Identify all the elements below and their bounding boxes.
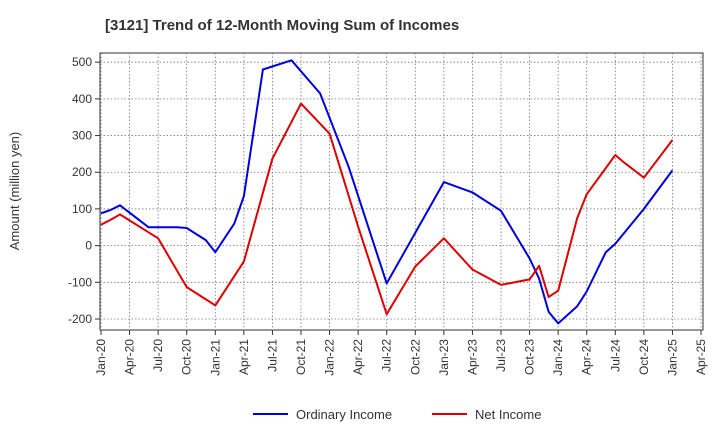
x-tick-label: Apr-24 bbox=[580, 339, 594, 375]
x-tick-label: Jul-23 bbox=[494, 339, 508, 372]
series-line-ordinary-income bbox=[100, 59, 674, 325]
x-tick-label: Jan-20 bbox=[94, 339, 108, 376]
x-tick-label: Apr-23 bbox=[465, 339, 479, 375]
x-tick-label: Oct-23 bbox=[523, 339, 537, 375]
x-tick-label: Jan-24 bbox=[551, 339, 565, 376]
x-tick-label: Apr-21 bbox=[237, 339, 251, 375]
y-tick-label: 0 bbox=[85, 239, 92, 253]
x-tick-label: Jul-22 bbox=[380, 339, 394, 372]
x-tick-label: Oct-21 bbox=[294, 339, 308, 375]
legend-label-net-income: Net Income bbox=[475, 407, 541, 422]
x-tick-label: Apr-25 bbox=[694, 339, 708, 375]
series-line-net-income bbox=[100, 102, 674, 316]
y-tick-label: 300 bbox=[72, 129, 92, 143]
legend: Ordinary Income Net Income bbox=[253, 407, 541, 422]
legend-label-ordinary-income: Ordinary Income bbox=[296, 407, 392, 422]
x-tick-label: Oct-20 bbox=[180, 339, 194, 375]
x-tick-label: Jan-22 bbox=[323, 339, 337, 376]
x-tick-label: Jul-24 bbox=[608, 339, 622, 372]
y-tick-label: 500 bbox=[72, 55, 92, 69]
y-tick-label: 200 bbox=[72, 165, 92, 179]
y-tick-label: 400 bbox=[72, 92, 92, 106]
y-tick-label: -100 bbox=[68, 275, 92, 289]
y-tick-label: 100 bbox=[72, 202, 92, 216]
x-tick-label: Oct-22 bbox=[408, 339, 422, 375]
x-tick-label: Jan-25 bbox=[665, 339, 679, 376]
y-axis-label: Amount (million yen) bbox=[7, 132, 22, 251]
x-tick-label: Jul-20 bbox=[151, 339, 165, 372]
chart-title: [3121] Trend of 12-Month Moving Sum of I… bbox=[105, 17, 459, 34]
x-tick-label: Apr-22 bbox=[351, 339, 365, 375]
x-tick-label: Oct-24 bbox=[637, 339, 651, 375]
x-tick-label: Jul-21 bbox=[265, 339, 279, 372]
x-tick-label: Apr-20 bbox=[123, 339, 137, 375]
y-tick-label: -200 bbox=[68, 312, 92, 326]
x-tick-label: Jan-23 bbox=[437, 339, 451, 376]
x-tick-label: Jan-21 bbox=[208, 339, 222, 376]
